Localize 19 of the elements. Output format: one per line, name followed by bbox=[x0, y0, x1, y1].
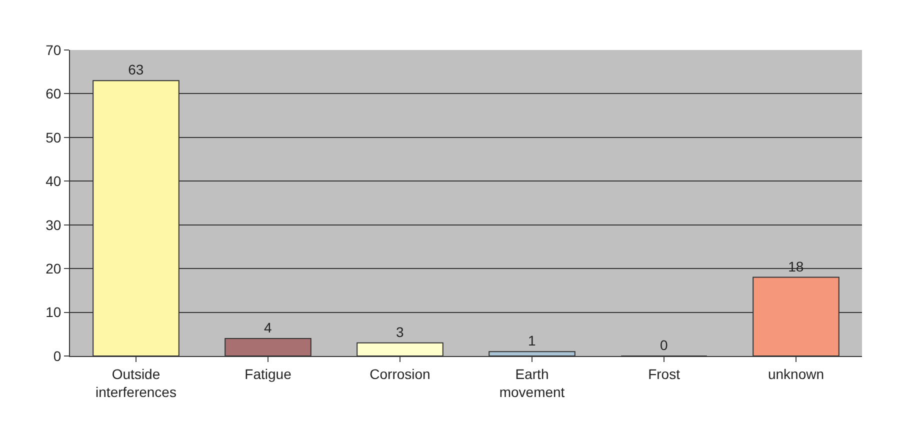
y-tick-label: 50 bbox=[46, 129, 62, 146]
x-tick-label: unknown bbox=[768, 366, 824, 382]
data-label: 63 bbox=[128, 62, 144, 78]
x-tick-label: Frost bbox=[648, 366, 680, 382]
data-label: 0 bbox=[660, 337, 668, 353]
y-tick-label: 70 bbox=[46, 42, 62, 58]
data-label: 1 bbox=[528, 332, 536, 349]
y-tick-label: 0 bbox=[53, 348, 62, 364]
y-tick-label: 30 bbox=[46, 216, 62, 233]
y-tick-label: 40 bbox=[46, 173, 62, 190]
x-tick-label: Corrosion bbox=[370, 366, 430, 382]
x-tick-label: Earth movement bbox=[499, 366, 565, 400]
y-tick-label: 60 bbox=[46, 86, 62, 102]
y-tick-label: 20 bbox=[46, 260, 62, 276]
x-tick-label: Fatigue bbox=[244, 366, 292, 382]
data-label: 3 bbox=[396, 324, 404, 340]
y-tick-label: 10 bbox=[46, 304, 62, 320]
data-label: 4 bbox=[264, 320, 272, 336]
x-tick-label: Outside interferences bbox=[96, 366, 176, 400]
